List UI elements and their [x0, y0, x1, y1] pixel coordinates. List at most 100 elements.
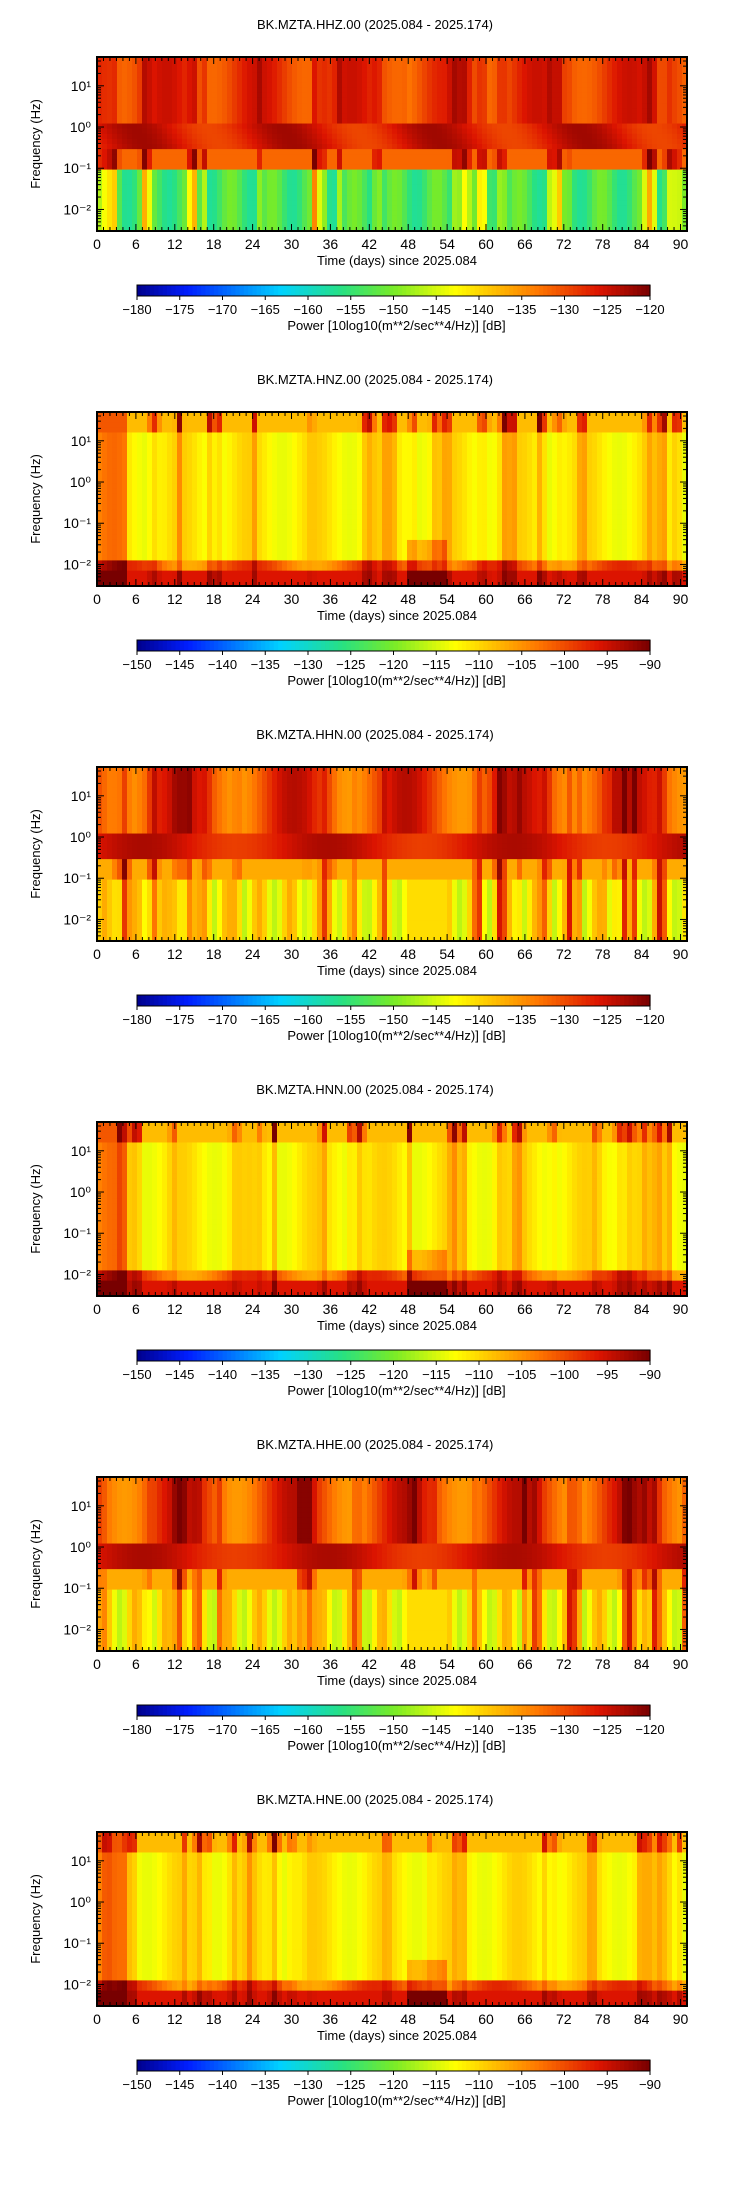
heatmap-cell — [157, 92, 163, 99]
colorbar-segment — [414, 285, 420, 296]
heatmap-cell — [577, 190, 583, 196]
heatmap-cell — [207, 179, 213, 186]
heatmap-cell — [672, 57, 678, 63]
colorbar-segment — [158, 285, 164, 296]
heatmap-cell — [107, 519, 113, 526]
heatmap-cell — [287, 113, 293, 120]
heatmap-cell — [457, 113, 463, 120]
heatmap-cell — [202, 144, 208, 150]
heatmap-cell — [332, 77, 338, 84]
heatmap-cell — [167, 154, 173, 160]
heatmap-cell — [437, 82, 443, 89]
heatmap-cell — [502, 67, 508, 73]
heatmap-cell — [662, 184, 668, 191]
heatmap-cell — [202, 133, 208, 140]
heatmap-cell — [242, 72, 248, 79]
heatmap-cell — [342, 169, 348, 176]
heatmap-cell — [192, 113, 198, 120]
heatmap-cell — [602, 210, 608, 217]
heatmap-cell — [462, 138, 468, 145]
heatmap-cell — [682, 164, 688, 171]
heatmap-cell — [197, 97, 203, 104]
heatmap-cell — [527, 215, 533, 222]
heatmap-cell — [267, 113, 273, 120]
heatmap-cell — [392, 97, 398, 104]
heatmap-cell — [652, 205, 658, 212]
heatmap-cell — [552, 220, 558, 227]
heatmap-cell — [547, 92, 553, 99]
heatmap-cell — [207, 220, 213, 227]
heatmap-cell — [147, 483, 153, 490]
colorbar-segment — [611, 285, 617, 296]
colorbar-segment — [560, 285, 566, 296]
heatmap-cell — [592, 220, 598, 227]
heatmap-cell — [157, 442, 163, 449]
heatmap-cell — [572, 92, 578, 99]
heatmap-cell — [97, 118, 103, 125]
heatmap-cell — [682, 77, 688, 84]
heatmap-cell — [162, 555, 168, 562]
heatmap-cell — [537, 62, 543, 68]
heatmap-cell — [247, 179, 253, 186]
heatmap-cell — [422, 67, 428, 73]
heatmap-cell — [412, 108, 418, 114]
heatmap-cell — [522, 133, 528, 140]
heatmap-cell — [427, 72, 433, 79]
heatmap-cell — [512, 184, 518, 191]
heatmap-cell — [197, 118, 203, 125]
heatmap-cell — [507, 82, 513, 89]
heatmap-cell — [552, 87, 558, 94]
heatmap-cell — [302, 149, 308, 155]
heatmap-cell — [172, 87, 178, 94]
heatmap-cell — [677, 72, 683, 79]
heatmap-cell — [142, 468, 148, 475]
heatmap-cell — [427, 82, 433, 89]
heatmap-cell — [492, 169, 498, 176]
x-tick-label: 24 — [245, 236, 261, 252]
heatmap-cell — [157, 154, 163, 160]
heatmap-cell — [412, 159, 418, 166]
heatmap-cell — [162, 195, 168, 201]
heatmap-cell — [567, 123, 573, 130]
heatmap-cell — [382, 67, 388, 73]
heatmap-cell — [647, 144, 653, 150]
heatmap-cell — [647, 215, 653, 222]
heatmap-cell — [657, 103, 663, 109]
heatmap-cell — [177, 123, 183, 130]
heatmap-cell — [452, 190, 458, 196]
heatmap-cell — [327, 57, 333, 63]
heatmap-cell — [177, 57, 183, 63]
heatmap-cell — [512, 220, 518, 227]
heatmap-cell — [422, 159, 428, 166]
heatmap-cell — [422, 133, 428, 140]
heatmap-cell — [257, 128, 263, 135]
heatmap-cell — [477, 138, 483, 145]
heatmap-cell — [182, 149, 188, 155]
heatmap-cell — [187, 169, 193, 176]
heatmap-cell — [177, 138, 183, 145]
heatmap-cell — [487, 190, 493, 196]
colorbar-segment — [346, 285, 352, 296]
heatmap-cell — [367, 138, 373, 145]
heatmap-cell — [277, 103, 283, 109]
heatmap-cell — [537, 220, 543, 227]
heatmap-cell — [357, 195, 363, 201]
heatmap-cell — [487, 67, 493, 73]
heatmap-cell — [372, 164, 378, 171]
heatmap-cell — [112, 123, 118, 130]
heatmap-cell — [107, 184, 113, 191]
heatmap-cell — [652, 144, 658, 150]
heatmap-cell — [557, 225, 563, 232]
heatmap-cell — [582, 123, 588, 130]
heatmap-cell — [442, 184, 448, 191]
heatmap-cell — [267, 190, 273, 196]
heatmap-cell — [182, 77, 188, 84]
heatmap-cell — [312, 72, 318, 79]
heatmap-cell — [427, 190, 433, 196]
heatmap-cell — [257, 72, 263, 79]
heatmap-cell — [362, 215, 368, 222]
heatmap-cell — [587, 77, 593, 84]
heatmap-cell — [152, 133, 158, 140]
heatmap-cell — [197, 57, 203, 63]
heatmap-cell — [517, 200, 523, 207]
